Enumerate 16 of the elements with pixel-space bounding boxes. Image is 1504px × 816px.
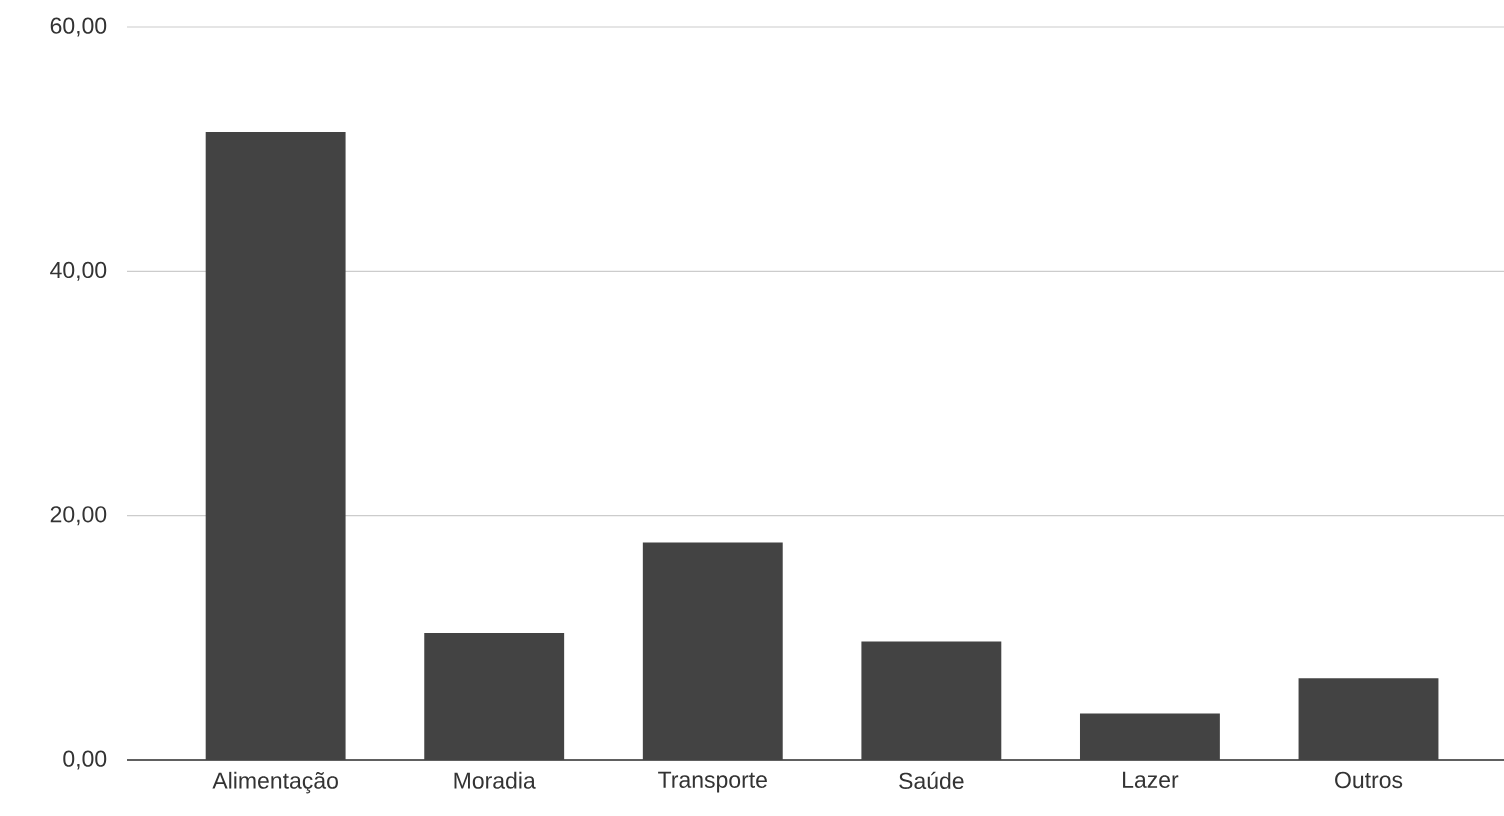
- x-tick-label: Saúde: [899, 771, 964, 790]
- x-tick-label: Moradia: [454, 771, 536, 789]
- y-tick-label: 0,00: [63, 750, 107, 770]
- x-tick-label: Lazer: [1123, 771, 1179, 788]
- x-tick-label: Outros: [1335, 771, 1403, 789]
- y-tick-label: 60,00: [50, 17, 107, 37]
- bar: [1079, 713, 1220, 760]
- bar: [424, 632, 565, 760]
- bar: [861, 641, 1002, 760]
- bar: [642, 542, 783, 760]
- bar: [1298, 678, 1439, 760]
- x-tick-label: Transporte: [658, 771, 767, 793]
- bar: [205, 132, 346, 760]
- y-tick-label: 20,00: [50, 506, 107, 526]
- y-tick-label: 40,00: [50, 261, 107, 281]
- x-tick-label: Alimentação: [212, 771, 338, 794]
